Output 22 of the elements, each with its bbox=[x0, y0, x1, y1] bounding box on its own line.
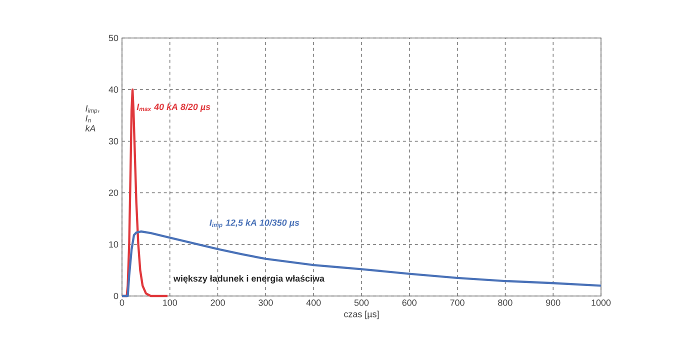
y-tick-label: 10 bbox=[109, 241, 118, 248]
y-tick-label: 0 bbox=[114, 292, 118, 300]
x-tick-label: 800 bbox=[498, 300, 512, 306]
x-tick-label: 500 bbox=[354, 300, 369, 306]
y-tick-label: 40 bbox=[108, 86, 118, 93]
x-tick-label: 200 bbox=[210, 300, 225, 306]
x-tick-label: 0 bbox=[120, 300, 124, 306]
annotation: większy ładunek i energia właściwa bbox=[173, 274, 325, 284]
x-tick-label: 400 bbox=[306, 300, 321, 306]
x-tick-label: 1000 bbox=[592, 300, 611, 306]
x-tick-label: 900 bbox=[546, 300, 560, 306]
x-tick-label: 700 bbox=[450, 300, 464, 306]
x-tick-label: 100 bbox=[163, 300, 178, 306]
y-tick-label: 20 bbox=[108, 190, 118, 196]
x-tick-label: 300 bbox=[258, 300, 273, 306]
series-label: I$_{max}$ 40 kA 8/20 µs bbox=[136, 103, 210, 112]
x-tick-label: 600 bbox=[402, 300, 417, 306]
y-tick-label: 30 bbox=[108, 138, 118, 144]
y-axis-title: I$_{imp}$, I$_{n}$ kA bbox=[85, 105, 100, 132]
text: I$_{imp}$ 12,5 kA 10/350 µs bbox=[210, 219, 300, 228]
x-axis-title: czas [µs] bbox=[344, 310, 379, 320]
y-tick-label: 50 bbox=[108, 34, 118, 42]
